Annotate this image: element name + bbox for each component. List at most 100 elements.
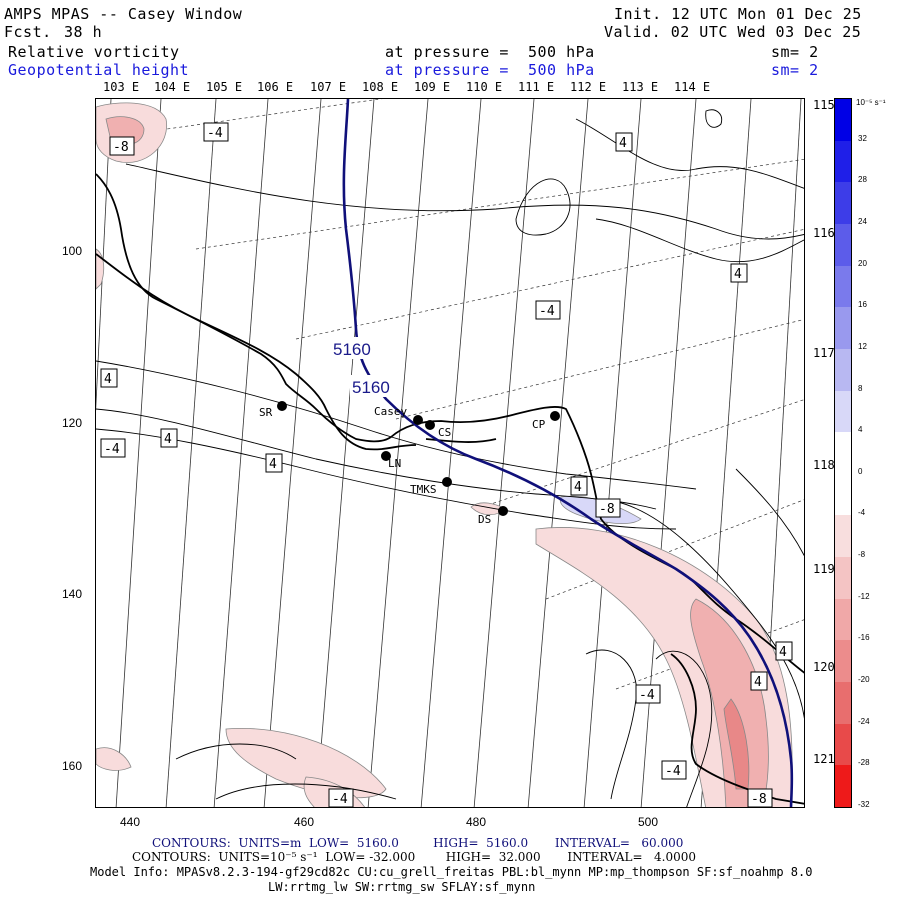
valid-time: Valid. 02 UTC Wed 03 Dec 25 [604,23,862,41]
vorticity-label-box [661,760,687,780]
colorbar-tick-label: 8 [858,383,863,393]
colorbar-unit: 10⁻⁵ s⁻¹ [856,98,886,107]
colorbar-tick-label: -32 [858,800,870,809]
vorticity-label: 4 [619,136,627,151]
vorticity-label: 4 [269,457,277,472]
vorticity-label: 4 [734,267,742,282]
forecast-hour: 38 h [64,23,103,41]
vorticity-label: -8 [751,792,767,807]
vorticity-contour-labels: -8 -4 4 4 -4 4 -4 4 4 4 -8 4 -4 4 -4 -4 -8 [100,122,793,807]
colorbar-tick-label: 12 [858,341,867,351]
colorbar-tick-label: 28 [858,175,867,185]
colorbar-tick-label: 24 [858,216,867,226]
longitude-label-top: 112 E [570,80,607,94]
latitude-lines [96,99,804,690]
longitude-label-top: 104 E [154,80,191,94]
vorticity-label-box [750,671,768,691]
colorbar-tick-label: -20 [858,675,870,685]
vorticity-label: 4 [164,432,172,447]
x-tick-440: 440 [120,815,141,829]
vorticity-label-box [595,498,621,518]
colorbar-tick-label: -16 [858,633,870,643]
vorticity-shading [96,102,793,807]
colorbar-segment [835,99,851,142]
colorbar-tick-label: -28 [858,758,870,768]
vorticity-label-box [100,438,126,458]
height-contour-5160 [342,99,794,807]
station-dot-sr [277,401,287,411]
colorbar-segment [835,140,851,183]
station-label-tmks: TMKS [410,483,437,496]
plot-title: AMPS MPAS -- Casey Window [4,5,243,23]
colorbar-segment [835,723,851,766]
colorbar [834,98,852,808]
station-markers [277,401,560,516]
vorticity-label: -4 [207,126,223,141]
y-tick-140: 140 [62,587,83,601]
field2-level: at pressure = 500 hPa [385,61,595,79]
vorticity-label-box [775,641,793,661]
longitude-label-top: 108 E [362,80,399,94]
station-label-cs: CS [438,426,451,439]
colorbar-tick-label: -8 [858,550,866,560]
station-label-ln: LN [388,457,401,470]
colorbar-segment [835,515,851,558]
footer-vorticity-contours: CONTOURS: UNITS=10⁻⁵ s⁻¹ LOW= -32.000 HI… [132,850,696,864]
y-tick-160: 160 [62,759,83,773]
y-tick-120: 120 [62,416,83,430]
colorbar-segment [835,307,851,350]
vorticity-label: -4 [539,304,555,319]
vorticity-label-box [747,788,773,807]
y-tick-100: 100 [62,244,83,258]
longitude-label-top: 110 E [466,80,503,94]
field1-level: at pressure = 500 hPa [385,43,595,61]
height-label-1: 5160 [333,340,371,359]
colorbar-segment [835,223,851,267]
footer-height-contours: CONTOURS: UNITS=m LOW= 5160.0 HIGH= 5160… [152,836,684,850]
station-dot-ds [498,506,508,516]
longitude-label-top: 114 E [674,80,711,94]
station-dot-ln [381,451,391,461]
init-time: Init. 12 UTC Mon 01 Dec 25 [614,5,862,23]
x-tick-480: 480 [466,815,487,829]
vorticity-label-box [100,368,118,388]
station-dot-cp [550,411,560,421]
colorbar-tick-label: 32 [858,133,867,143]
vorticity-label-box [730,263,748,283]
colorbar-segment [835,765,851,808]
station-label-casey: Casey [374,405,407,418]
longitude-label-top: 113 E [622,80,659,94]
x-tick-460: 460 [294,815,315,829]
colorbar-segment [835,265,851,308]
vorticity-label: -8 [599,502,615,517]
longitude-label-top: 105 E [206,80,243,94]
vorticity-label: 4 [574,480,582,495]
vorticity-label-box [615,132,633,152]
field2-name: Geopotential height [8,61,190,79]
vorticity-label: -4 [332,792,348,807]
field1-name: Relative vorticity [8,43,180,61]
vorticity-label-box [160,428,178,448]
vorticity-label-box [535,300,561,320]
colorbar-segment [835,598,851,641]
vorticity-label-box [635,684,661,704]
station-dot-tmks [442,477,452,487]
forecast-label: Fcst. [4,23,52,41]
height-label-2: 5160 [352,378,390,397]
vorticity-label-box [265,453,283,473]
map-panel: SR Casey CS CP LN TMKS DS 5160 5160 -8 -4… [95,98,805,808]
station-labels: SR Casey CS CP LN TMKS DS [259,405,546,526]
footer-model-info: Model Info: MPASv8.2.3-194-gf29cd82c CU:… [90,865,813,879]
vorticity-label: 4 [104,372,112,387]
station-dot-casey [413,415,423,425]
station-label-sr: SR [259,406,273,419]
station-label-cp: CP [532,418,546,431]
vorticity-label: -4 [665,764,681,779]
colorbar-tick-label: 16 [858,300,867,310]
vorticity-label: -8 [113,140,129,155]
vorticity-label: 4 [754,675,762,690]
map-canvas: SR Casey CS CP LN TMKS DS 5160 5160 -8 -4… [96,99,804,807]
colorbar-segment [835,182,851,225]
colorbar-segment [835,348,851,392]
x-tick-500: 500 [638,815,659,829]
